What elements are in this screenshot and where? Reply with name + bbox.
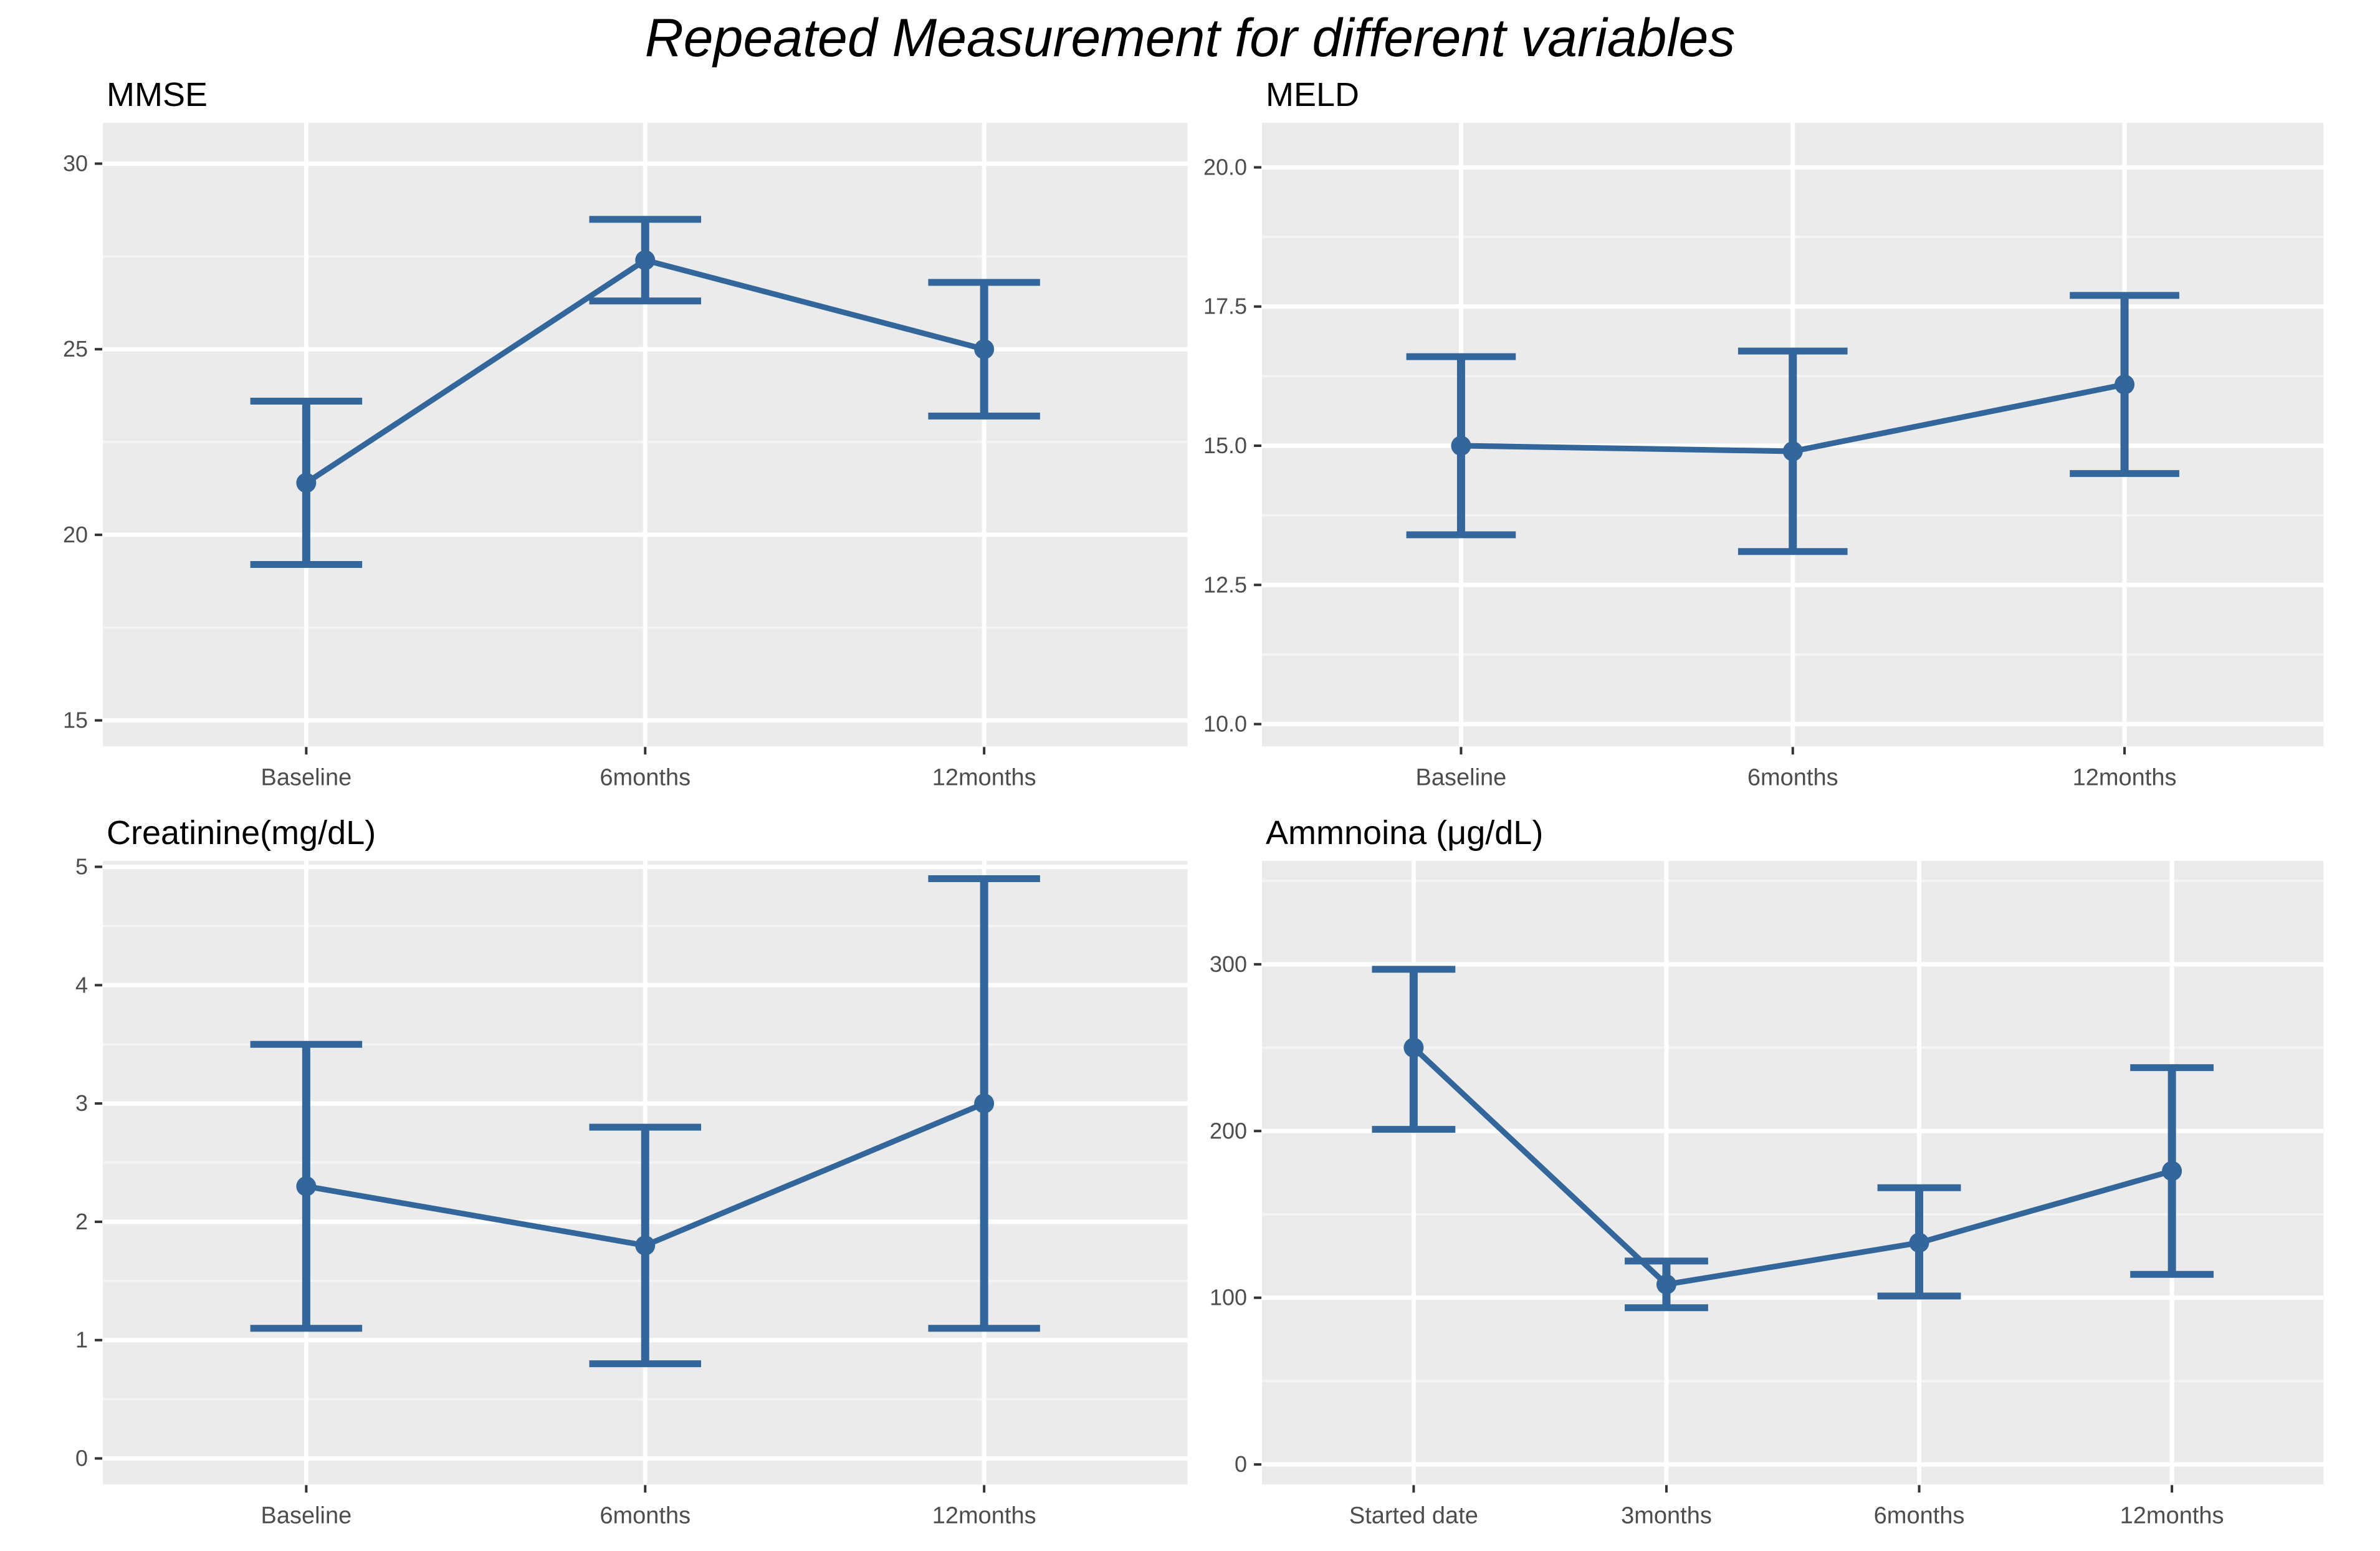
y-tick-label: 100 [1209, 1285, 1246, 1310]
panel-meld: MELD 10.0 12.5 15.0 17.5 20.0 Baseline 6months 1… [1190, 76, 2380, 814]
x-tick-label: 6months [600, 764, 691, 790]
y-tick-label: 0 [1235, 1451, 1247, 1477]
y-tick-label: 5 [75, 854, 88, 880]
y-tick-label: 10.0 [1203, 711, 1246, 737]
data-point [1782, 441, 1803, 461]
y-tick-label: 1 [75, 1327, 88, 1353]
x-tick-label: 12months [2072, 764, 2176, 790]
figure-title: Repeated Measurement for different varia… [644, 7, 1736, 68]
data-point [635, 250, 656, 271]
x-tick-label: Baseline [261, 764, 352, 790]
y-tick-label: 200 [1209, 1118, 1246, 1144]
x-tick-label: 12months [932, 1503, 1036, 1529]
x-tick-label: 6months [600, 1503, 691, 1529]
data-point [1450, 436, 1471, 456]
data-point [296, 473, 317, 493]
y-tick-label: 20.0 [1203, 154, 1246, 180]
panel-ammnoina: Ammnoina (μg/dL) 0 100 200 300 Started date 3m… [1190, 814, 2380, 1551]
y-tick-label: 3 [75, 1090, 88, 1116]
y-tick-label: 12.5 [1203, 572, 1246, 597]
y-tick-label: 25 [63, 336, 88, 362]
data-point [1909, 1232, 1929, 1253]
y-tick-label: 20 [63, 522, 88, 547]
panel-title: MMSE [107, 76, 208, 113]
chart-mmse: MMSE 15 20 25 30 Baseline 6months 12months [63, 76, 1188, 790]
y-tick-label: 4 [75, 972, 88, 998]
x-tick-label: Baseline [261, 1503, 352, 1529]
y-tick-label: 300 [1209, 951, 1246, 977]
chart-ammnoina: Ammnoina (μg/dL) 0 100 200 300 Started date 3m… [1209, 814, 2323, 1529]
data-point [2114, 374, 2134, 395]
y-tick-label: 17.5 [1203, 294, 1246, 319]
data-point [1403, 1037, 1423, 1058]
chart-creatinine: Creatinine(mg/dL) 0 1 2 3 4 5 Baseline 6months 12… [75, 814, 1188, 1529]
x-tick-label: 6months [1873, 1503, 1964, 1529]
trend-line [1411, 1045, 2172, 1288]
y-tick-label: 2 [75, 1209, 88, 1234]
x-tick-label: 12months [932, 764, 1036, 790]
data-point [296, 1176, 317, 1197]
data-point [974, 339, 995, 360]
x-tick-label: 12months [2120, 1503, 2224, 1529]
y-tick-label: 30 [63, 151, 88, 176]
data-point [635, 1236, 656, 1256]
panel-title: Creatinine(mg/dL) [107, 814, 376, 852]
panel-title: Ammnoina (μg/dL) [1266, 814, 1543, 852]
y-tick-label: 15.0 [1203, 433, 1246, 458]
panel-creatinine: Creatinine(mg/dL) 0 1 2 3 4 5 Baseline 6months 12… [0, 814, 1190, 1551]
chart-meld: MELD 10.0 12.5 15.0 17.5 20.0 Baseline 6months 1… [1203, 76, 2323, 790]
x-tick-label: Started date [1349, 1503, 1478, 1529]
panel-title: MELD [1266, 76, 1359, 113]
charts-grid: MMSE 15 20 25 30 Baseline 6months 12months MELD… [0, 76, 2380, 1551]
panel-mmse: MMSE 15 20 25 30 Baseline 6months 12months [0, 76, 1190, 814]
data-point [1656, 1274, 1676, 1295]
y-tick-label: 0 [75, 1446, 88, 1471]
data-point [2161, 1161, 2182, 1181]
x-tick-label: Baseline [1415, 764, 1506, 790]
x-tick-label: 6months [1747, 764, 1838, 790]
data-point [974, 1093, 995, 1114]
x-tick-label: 3months [1621, 1503, 1712, 1529]
y-tick-label: 15 [63, 708, 88, 733]
